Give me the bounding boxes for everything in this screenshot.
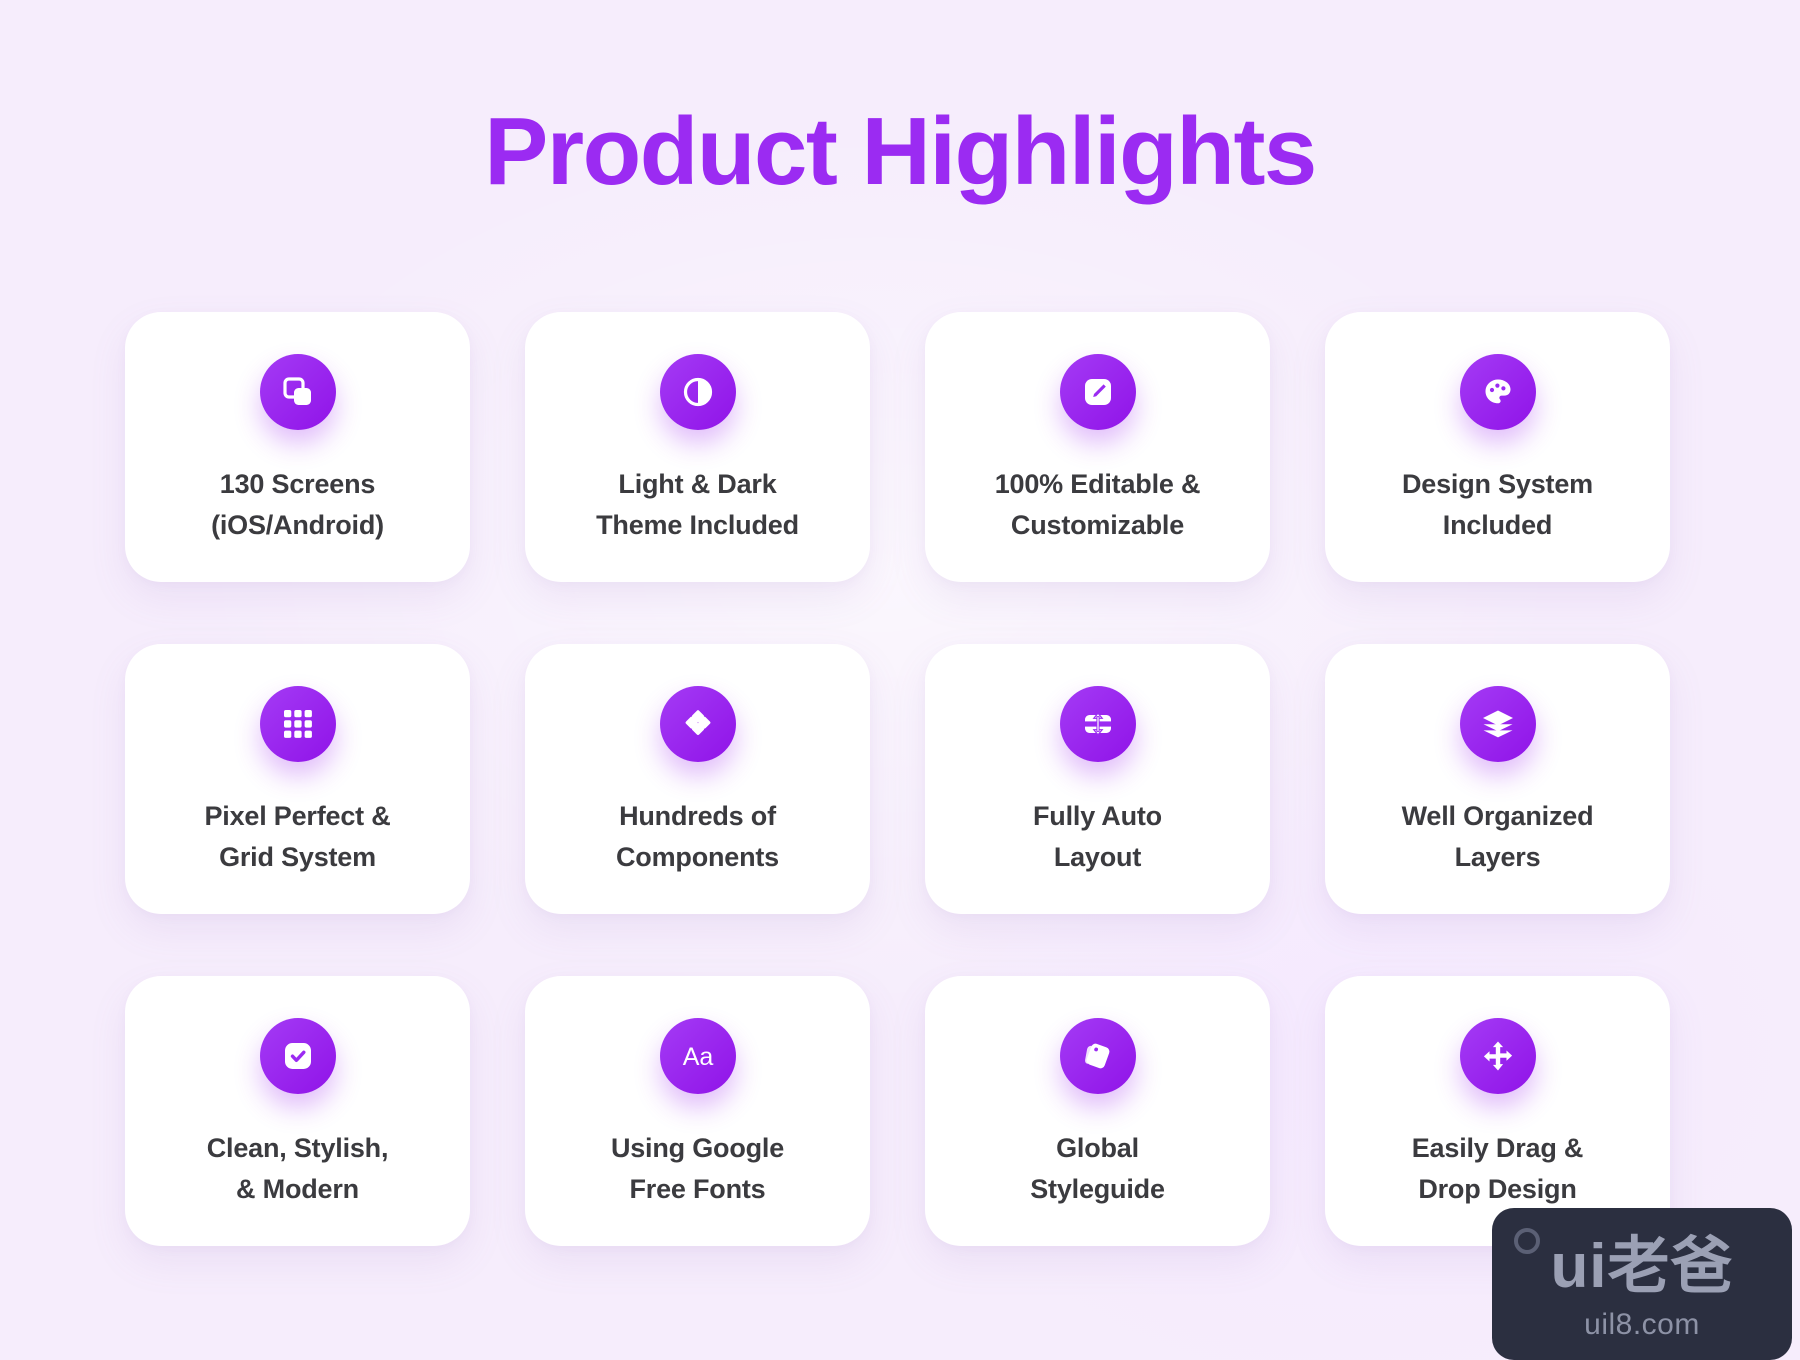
feature-label: Global Styleguide	[1030, 1133, 1165, 1205]
feature-label: Pixel Perfect & Grid System	[204, 801, 391, 873]
watermark-badge: ui老爸 uil8.com	[1492, 1208, 1792, 1360]
feature-card[interactable]: Easily Drag & Drop Design	[1325, 976, 1670, 1246]
feature-label: Clean, Stylish, & Modern	[206, 1133, 389, 1205]
feature-label: Hundreds of Components	[616, 801, 779, 873]
watermark-brand: ui老爸	[1550, 1232, 1734, 1301]
feature-card[interactable]: Light & Dark Theme Included	[525, 312, 870, 582]
auto-layout-vertical-arrow-icon	[1059, 686, 1136, 762]
feature-label: Fully Auto Layout	[1033, 801, 1162, 873]
feature-label: 130 Screens (iOS/Android)	[211, 469, 384, 541]
copy-duplicate-icon	[259, 354, 336, 430]
color-palette-icon	[1459, 354, 1536, 430]
layers-stack-icon	[1459, 686, 1536, 762]
feature-label: Using Google Free Fonts	[610, 1133, 785, 1205]
feature-card[interactable]: Clean, Stylish, & Modern	[125, 976, 470, 1246]
feature-card[interactable]: Well Organized Layers	[1325, 644, 1670, 914]
feature-card[interactable]: 130 Screens (iOS/Android)	[125, 312, 470, 582]
watermark-domain: uil8.com	[1584, 1308, 1700, 1341]
move-four-arrows-icon	[1459, 1018, 1536, 1094]
feature-label: Easily Drag & Drop Design	[1411, 1133, 1584, 1205]
watermark-circle-icon	[1514, 1228, 1540, 1254]
feature-label: 100% Editable & Customizable	[994, 469, 1201, 541]
pencil-edit-square-icon	[1059, 354, 1136, 430]
page-title: Product Highlights	[484, 98, 1317, 205]
checkbox-check-icon	[259, 1018, 336, 1094]
feature-label: Light & Dark Theme Included	[596, 469, 799, 541]
svg-text:Aa: Aa	[682, 1043, 713, 1071]
feature-card[interactable]: Design System Included	[1325, 312, 1670, 582]
feature-label: Well Organized Layers	[1401, 801, 1594, 873]
components-diamond-icon	[659, 686, 736, 762]
feature-card[interactable]: Global Styleguide	[925, 976, 1270, 1246]
feature-card[interactable]: Fully Auto Layout	[925, 644, 1270, 914]
features-grid: 130 Screens (iOS/Android) Light & Dark T…	[125, 312, 1675, 1246]
feature-card[interactable]: Hundreds of Components	[525, 644, 870, 914]
feature-card[interactable]: 100% Editable & Customizable	[925, 312, 1270, 582]
grid-3x3-icon	[259, 686, 336, 762]
typography-aa-icon: Aa	[659, 1018, 736, 1094]
feature-label: Design System Included	[1402, 469, 1593, 541]
contrast-half-circle-icon	[659, 354, 736, 430]
feature-card[interactable]: Aa Using Google Free Fonts	[525, 976, 870, 1246]
feature-card[interactable]: Pixel Perfect & Grid System	[125, 644, 470, 914]
style-swatch-card-icon	[1059, 1018, 1136, 1094]
